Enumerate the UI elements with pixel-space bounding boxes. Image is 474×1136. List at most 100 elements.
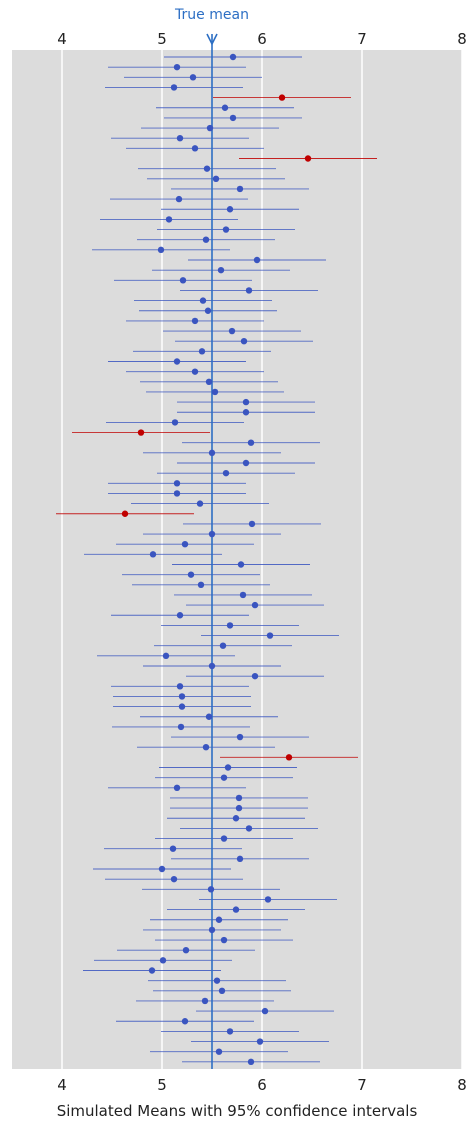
mean-point xyxy=(248,520,256,528)
mean-point xyxy=(232,815,240,822)
mean-point xyxy=(226,1028,234,1035)
mean-point xyxy=(266,632,274,639)
mean-point xyxy=(191,145,199,152)
mean-point xyxy=(261,1007,269,1015)
mean-point xyxy=(213,977,221,984)
mean-point xyxy=(215,1048,223,1055)
mean-point xyxy=(177,723,185,731)
mean-point xyxy=(247,1058,255,1066)
mean-point xyxy=(220,774,228,781)
mean-point xyxy=(220,835,228,842)
mean-point xyxy=(224,764,232,771)
mean-point xyxy=(171,419,179,426)
mean-point xyxy=(242,398,250,406)
mean-point xyxy=(222,226,230,233)
x-tick-label-top: 8 xyxy=(457,30,467,48)
mean-point xyxy=(149,551,157,558)
mean-point xyxy=(242,409,250,416)
mean-point-missed xyxy=(304,155,312,162)
mean-point xyxy=(218,987,226,994)
true-mean-arrow-icon xyxy=(206,33,218,46)
mean-point-missed xyxy=(285,754,293,761)
mean-point xyxy=(208,662,216,670)
x-tick-label-bottom: 4 xyxy=(57,1076,67,1094)
mean-point xyxy=(201,997,209,1005)
mean-point xyxy=(182,947,190,954)
mean-point xyxy=(208,449,216,457)
mean-point xyxy=(217,266,225,274)
mean-point xyxy=(226,622,234,629)
x-tick-label-top: 4 xyxy=(57,30,67,48)
x-tick-label-top: 6 xyxy=(257,30,267,48)
mean-point xyxy=(256,1038,264,1045)
mean-point xyxy=(205,713,213,720)
mean-points xyxy=(121,53,312,1066)
mean-point xyxy=(245,825,253,832)
mean-point xyxy=(159,957,167,964)
mean-point xyxy=(170,875,178,883)
mean-point xyxy=(242,459,250,467)
mean-point xyxy=(215,916,223,923)
x-tick-label-bottom: 7 xyxy=(357,1076,367,1094)
mean-point xyxy=(181,1018,189,1025)
mean-point xyxy=(208,530,216,538)
mean-point xyxy=(173,490,181,497)
mean-point xyxy=(247,439,255,446)
mean-point xyxy=(173,358,181,365)
mean-point xyxy=(205,378,213,385)
mean-point xyxy=(199,297,207,304)
mean-point xyxy=(157,246,165,254)
mean-point xyxy=(245,287,253,294)
mean-point xyxy=(253,256,261,264)
mean-point xyxy=(181,541,189,548)
mean-point xyxy=(211,388,219,396)
mean-point xyxy=(197,581,205,588)
mean-point xyxy=(232,906,240,913)
mean-point xyxy=(148,967,156,974)
mean-point xyxy=(202,744,210,751)
true-mean-annotation: True mean xyxy=(174,7,249,23)
mean-point xyxy=(204,307,212,314)
mean-point xyxy=(264,896,272,903)
mean-point xyxy=(220,936,228,944)
mean-point xyxy=(176,135,184,142)
mean-point xyxy=(189,74,197,81)
mean-point xyxy=(178,693,186,700)
mean-point xyxy=(170,84,178,91)
mean-point xyxy=(235,804,243,812)
mean-point xyxy=(236,733,244,741)
mean-point xyxy=(251,672,259,680)
mean-point xyxy=(176,683,184,690)
mean-point xyxy=(251,601,259,609)
mean-point xyxy=(207,886,215,893)
mean-point xyxy=(191,368,199,375)
mean-point xyxy=(196,500,204,507)
mean-point xyxy=(191,317,199,325)
x-tick-label-top: 7 xyxy=(357,30,367,48)
x-tick-label-bottom: 6 xyxy=(257,1076,267,1094)
mean-point xyxy=(158,865,166,873)
x-axis-top-ticks: 4 5 6 7 8 xyxy=(57,30,467,48)
mean-point xyxy=(236,855,244,863)
mean-point xyxy=(187,571,195,578)
mean-point-missed xyxy=(137,429,145,436)
mean-point xyxy=(219,642,227,649)
mean-point xyxy=(198,348,206,355)
mean-point xyxy=(178,703,186,710)
mean-point xyxy=(202,236,210,243)
mean-point xyxy=(239,591,247,599)
mean-point xyxy=(222,469,230,477)
mean-point xyxy=(236,185,244,193)
mean-point xyxy=(212,175,220,182)
mean-point xyxy=(162,652,170,660)
mean-point xyxy=(226,206,234,213)
mean-point xyxy=(173,480,181,487)
mean-point xyxy=(229,114,237,122)
mean-point xyxy=(176,612,184,619)
x-tick-label-bottom: 8 xyxy=(457,1076,467,1094)
mean-point xyxy=(240,338,248,345)
mean-point xyxy=(208,926,216,934)
mean-point xyxy=(221,104,229,111)
mean-point xyxy=(175,195,183,203)
